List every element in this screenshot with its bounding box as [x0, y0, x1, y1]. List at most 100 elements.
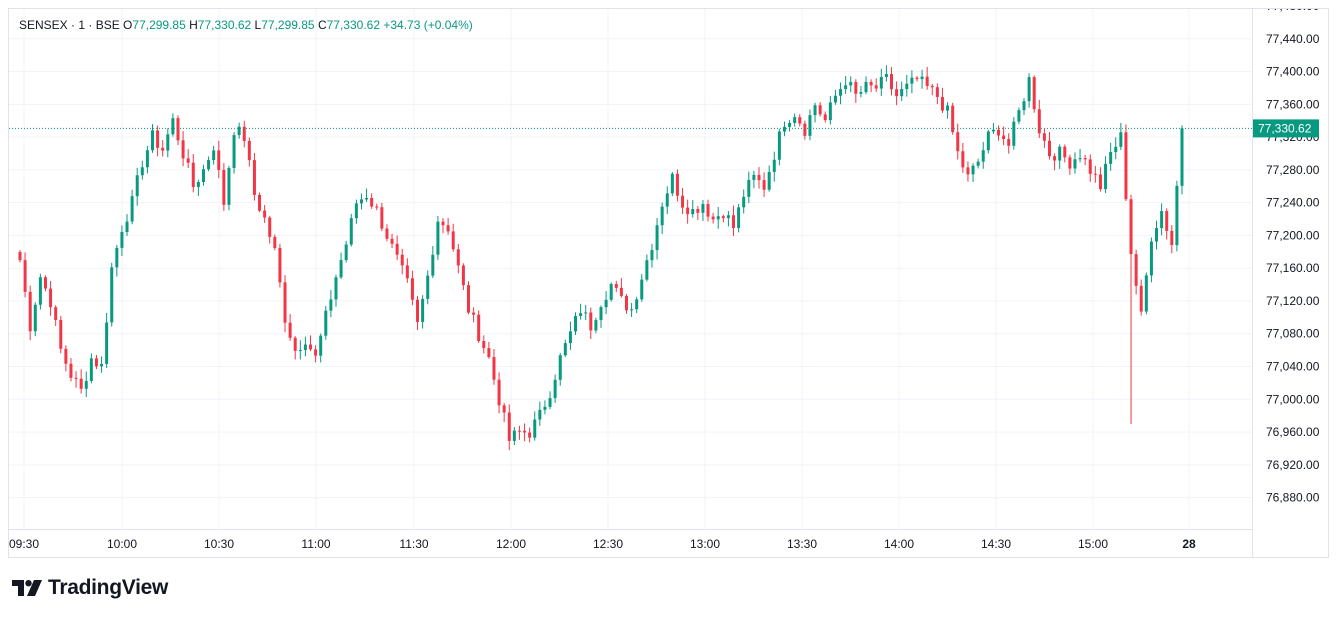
- candle-body: [935, 87, 939, 98]
- candle-body: [553, 379, 557, 399]
- candle-body: [125, 221, 129, 233]
- candle-body: [757, 174, 761, 181]
- candle-body: [79, 378, 83, 389]
- legend-close-value: 77,330.62: [326, 18, 381, 32]
- candle-body: [232, 135, 236, 168]
- candle-body: [533, 419, 537, 438]
- candle-body: [273, 236, 277, 248]
- candle-body: [431, 254, 435, 276]
- candle-body: [528, 432, 532, 438]
- candle-body: [319, 335, 323, 356]
- candle-body: [339, 260, 343, 278]
- candle-body: [859, 92, 863, 94]
- candle-body: [1032, 77, 1036, 110]
- candle-body: [1012, 121, 1016, 146]
- candle-body: [227, 167, 231, 205]
- candle-body: [59, 319, 63, 349]
- candle-body: [742, 196, 746, 208]
- x-tick-label: 13:00: [690, 537, 720, 551]
- candle-body: [212, 150, 216, 161]
- chart-pane[interactable]: 76,880.00 76,920.00 76,960.00 77,000.00 77,0…: [8, 8, 1329, 558]
- candle-body: [400, 254, 404, 266]
- candle-body: [94, 358, 98, 367]
- candle-body: [986, 131, 990, 151]
- candle-body: [828, 102, 832, 121]
- candle-body: [472, 312, 476, 315]
- candle-body: [930, 85, 934, 88]
- candle-body: [416, 299, 420, 322]
- candle-body: [33, 304, 37, 332]
- candle-body: [1068, 157, 1072, 169]
- candle-body: [1104, 163, 1108, 190]
- candle-body: [324, 310, 328, 336]
- candle-body: [201, 169, 205, 183]
- candle-body: [803, 123, 807, 136]
- legend-close-label: C: [317, 18, 327, 32]
- x-tick-label: 14:00: [884, 537, 914, 551]
- candle-body: [222, 169, 226, 205]
- candle-body: [89, 358, 93, 381]
- y-tick-label: 77,040.00: [1266, 360, 1320, 374]
- candle-body: [176, 118, 180, 141]
- candle-body: [823, 114, 827, 121]
- candle-body: [1078, 158, 1082, 160]
- candle-body: [920, 76, 924, 80]
- candle-body: [879, 76, 883, 89]
- candle-body: [849, 82, 853, 86]
- x-tick-label: 09:30: [9, 537, 39, 551]
- y-tick-label: 77,240.00: [1266, 196, 1320, 210]
- candle-body: [1002, 135, 1006, 140]
- candle-body: [1155, 228, 1159, 242]
- candle-body: [752, 174, 756, 180]
- candle-body: [701, 204, 705, 213]
- candle-body: [956, 132, 960, 152]
- candle-body: [49, 288, 53, 308]
- candle-body: [1007, 139, 1011, 146]
- candlestick-chart[interactable]: 76,880.00 76,920.00 76,960.00 77,000.00 77,0…: [9, 9, 1328, 557]
- candle-body: [966, 167, 970, 175]
- candle-body: [890, 74, 893, 90]
- candle-body: [482, 341, 486, 349]
- candle-body: [1144, 275, 1148, 312]
- candle-body: [915, 77, 919, 80]
- candle-body: [971, 165, 975, 175]
- candle-body: [492, 357, 496, 380]
- candle-body: [650, 250, 654, 261]
- candle-body: [446, 225, 450, 232]
- candle-body: [584, 312, 588, 314]
- candle-body: [940, 97, 944, 111]
- candle-body: [1170, 230, 1174, 246]
- candle-body: [395, 243, 399, 255]
- candle-body: [1149, 241, 1153, 276]
- x-tick-label: 11:30: [399, 537, 428, 551]
- candle-body: [864, 81, 868, 93]
- tradingview-logo[interactable]: TradingView: [12, 576, 168, 599]
- y-tick-label: 77,200.00: [1266, 228, 1320, 242]
- x-tick-label: 10:30: [204, 537, 234, 551]
- candle-body: [568, 331, 572, 344]
- candle-body: [110, 267, 114, 323]
- candle-body: [762, 180, 766, 190]
- candle-body: [252, 160, 256, 195]
- candle-body: [670, 173, 674, 194]
- candle-body: [614, 284, 618, 288]
- candle-body: [1109, 152, 1113, 164]
- candle-body: [140, 167, 144, 176]
- legend-symbol[interactable]: SENSEX · 1 · BSE: [19, 18, 120, 32]
- candle-body: [813, 105, 817, 116]
- candle-body: [604, 299, 608, 308]
- candle-body: [854, 82, 858, 94]
- candle-body: [737, 207, 741, 228]
- x-tick-label: 12:30: [593, 537, 623, 551]
- y-tick-label: 77,000.00: [1266, 392, 1320, 406]
- candle-body: [946, 105, 950, 111]
- candle-body: [451, 231, 455, 250]
- candle-body: [18, 251, 22, 261]
- candle-body: [1058, 146, 1062, 161]
- legend-open-label: O: [123, 18, 133, 32]
- candle-body: [385, 228, 389, 239]
- last-price-tag: [1253, 119, 1319, 138]
- candle-body: [410, 278, 414, 300]
- legend-low-label: L: [254, 18, 262, 32]
- candle-body: [1134, 254, 1138, 286]
